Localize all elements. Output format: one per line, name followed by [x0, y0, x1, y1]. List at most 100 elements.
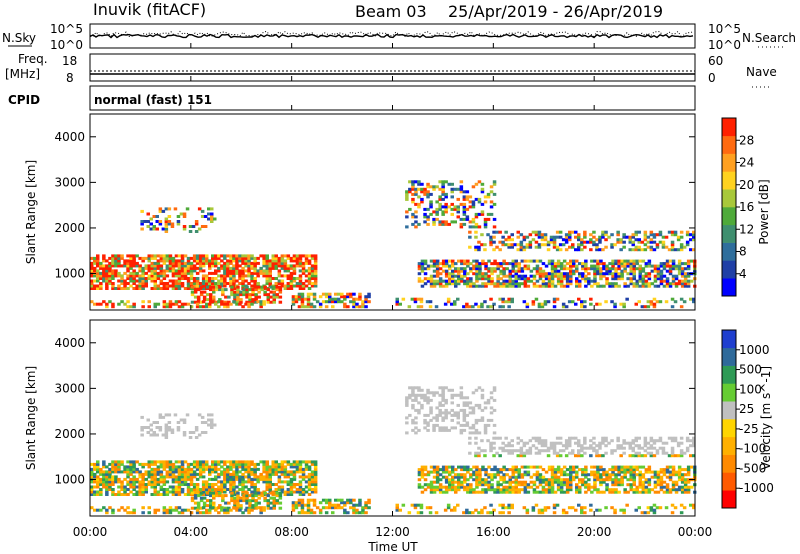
- velocity-cell: [268, 470, 272, 474]
- power-cell: [159, 282, 164, 285]
- velocity-cell: [301, 477, 306, 481]
- power-cell: [201, 277, 206, 280]
- velocity-cell: [680, 488, 685, 492]
- power-cell: [217, 274, 221, 278]
- velocity-cell: [614, 480, 618, 484]
- velocity-cell: [632, 478, 636, 482]
- power-cell: [607, 235, 611, 239]
- velocity-cell: [631, 439, 635, 443]
- power-cell: [683, 262, 688, 266]
- power-cell: [556, 262, 561, 266]
- velocity-cell: [658, 439, 663, 443]
- velocity-cell: [656, 483, 661, 487]
- power-cell: [177, 271, 182, 275]
- power-cell: [244, 302, 248, 306]
- power-cell: [540, 302, 545, 306]
- power-cell: [220, 282, 224, 285]
- velocity-cell: [301, 467, 306, 471]
- velocity-cell: [474, 431, 479, 435]
- velocity-cell: [635, 465, 639, 469]
- power-cell: [634, 230, 638, 234]
- velocity-cell: [599, 483, 603, 487]
- velocity-cell: [541, 478, 546, 482]
- velocity-cell: [254, 494, 258, 498]
- power-cell: [310, 264, 315, 268]
- power-cell: [608, 272, 612, 276]
- velocity-cell: [129, 465, 133, 469]
- velocity-cell: [677, 470, 682, 474]
- power-cell: [211, 264, 215, 268]
- velocity-cell: [508, 490, 512, 494]
- velocity-cell: [677, 475, 682, 479]
- velocity-cell: [673, 506, 678, 510]
- velocity-cell: [466, 483, 470, 487]
- power-cell: [671, 259, 676, 263]
- power-cell: [294, 295, 299, 299]
- velocity-cell: [411, 388, 415, 392]
- velocity-cell: [183, 477, 188, 481]
- velocity-cell: [300, 501, 305, 505]
- velocity-cell: [511, 488, 515, 492]
- power-cell: [614, 282, 618, 286]
- power-cell: [483, 217, 488, 221]
- velocity-cell: [180, 480, 185, 484]
- power-cell: [411, 192, 415, 196]
- power-cell: [99, 277, 103, 280]
- velocity-cell: [233, 504, 237, 508]
- power-cell: [278, 300, 283, 304]
- power-cell: [546, 243, 551, 247]
- power-cell: [168, 279, 173, 283]
- velocity-cell: [499, 470, 503, 474]
- power-cell: [96, 259, 100, 263]
- power-cell: [578, 284, 582, 288]
- power-cell: [517, 282, 521, 286]
- date-range: 25/Apr/2019 - 26/Apr/2019: [448, 2, 663, 21]
- velocity-cell: [659, 485, 664, 489]
- velocity-cell: [463, 473, 467, 477]
- velocity-cell: [90, 490, 94, 494]
- power-cell: [438, 267, 443, 271]
- velocity-cell: [209, 499, 213, 503]
- power-cell: [286, 284, 291, 288]
- velocity-cell: [193, 506, 198, 510]
- velocity-cell: [271, 470, 275, 474]
- velocity-cell: [481, 483, 485, 487]
- velocity-cell: [483, 401, 488, 405]
- power-cell: [262, 274, 266, 278]
- velocity-cell: [626, 468, 630, 472]
- velocity-cell: [298, 467, 303, 471]
- velocity-cell: [526, 473, 531, 477]
- power-cell: [183, 261, 188, 265]
- velocity-cell: [277, 465, 282, 469]
- velocity-cell: [420, 403, 424, 407]
- power-cell: [628, 240, 632, 244]
- power-cell: [486, 212, 491, 216]
- power-cell: [150, 254, 154, 258]
- power-cell: [164, 217, 169, 221]
- power-cell: [96, 302, 100, 306]
- power-cell: [310, 282, 315, 285]
- power-cell: [671, 277, 676, 281]
- power-cell: [623, 284, 627, 288]
- velocity-cell: [641, 480, 646, 484]
- power-cell: [186, 266, 191, 270]
- power-cell: [129, 284, 133, 288]
- power-cell: [662, 262, 667, 266]
- power-cell: [611, 264, 615, 268]
- power-cell: [480, 182, 485, 186]
- power-cell: [99, 282, 103, 285]
- velocity-cell: [144, 490, 148, 494]
- power-cell: [132, 305, 136, 309]
- power-cell: [587, 277, 591, 281]
- velocity-cell: [643, 436, 648, 440]
- power-cell: [471, 205, 476, 209]
- power-cell: [572, 259, 576, 263]
- power-cell: [214, 282, 218, 285]
- colorbar-tick-label: 4: [739, 267, 747, 281]
- velocity-cell: [277, 462, 282, 466]
- velocity-cell: [543, 439, 548, 443]
- velocity-cell: [541, 485, 546, 489]
- velocity-cell: [126, 506, 130, 510]
- velocity-cell: [604, 439, 608, 443]
- velocity-cell: [111, 460, 115, 464]
